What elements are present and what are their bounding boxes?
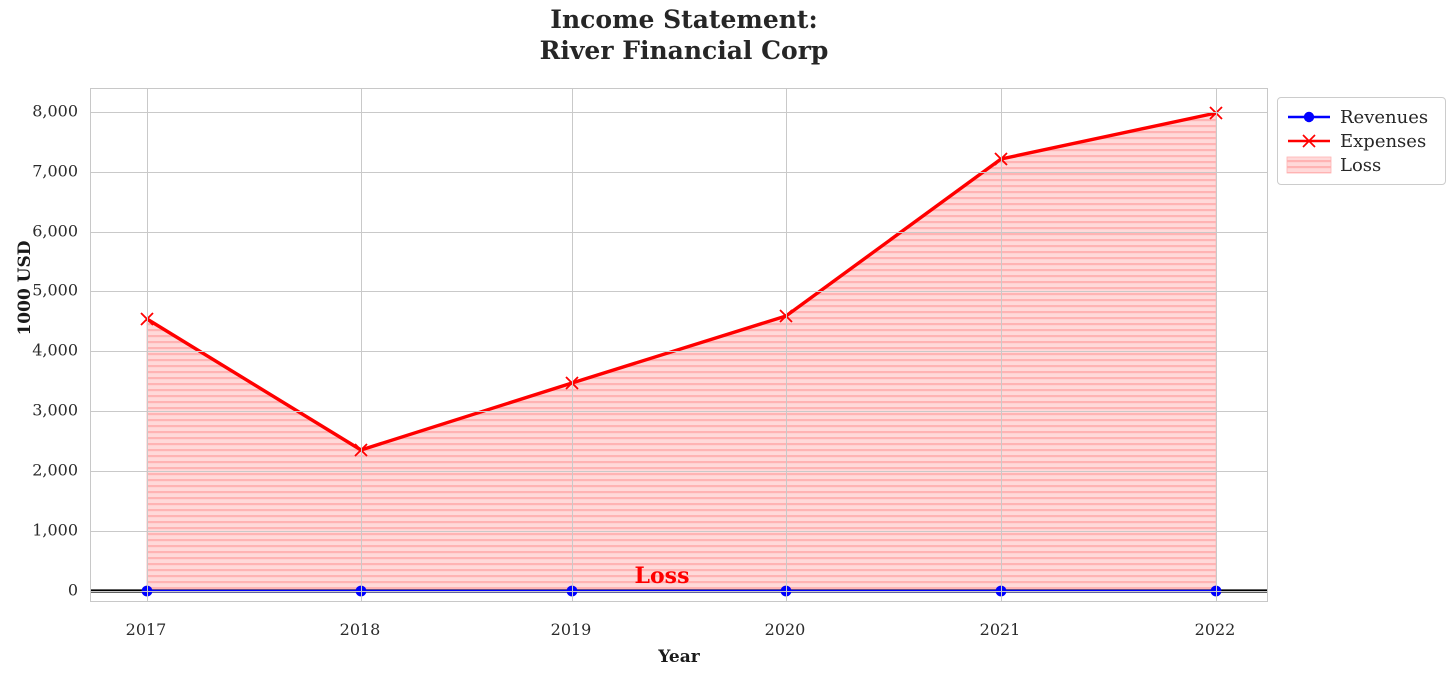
gridline-x-2021 [1001, 89, 1002, 601]
legend-label-loss: Loss [1340, 154, 1382, 176]
series-line-expenses [146, 111, 1217, 452]
y-tick-label-1000: 1,000 [32, 520, 78, 540]
y-tick-label-8000: 8,000 [32, 101, 78, 121]
gridline-y-4000 [91, 351, 1267, 352]
y-tick-label-6000: 6,000 [32, 221, 78, 241]
legend-label-expenses: Expenses [1340, 130, 1427, 152]
chart-title-line-1: Income Statement: [550, 5, 818, 34]
chart-data-layer [91, 106, 1267, 597]
y-axis-label: 1000 USD [15, 240, 35, 336]
y-tick-label-0: 0 [67, 580, 78, 600]
chart-legend: Revenues Expenses Loss [1277, 97, 1446, 185]
loss-fill-area [146, 112, 1217, 592]
gridline-x-2017 [147, 89, 148, 601]
y-tick-label-7000: 7,000 [32, 161, 78, 181]
gridline-y-7000 [91, 172, 1267, 173]
gridline-y-8000 [91, 112, 1267, 113]
loss-annotation-label: Loss [634, 563, 690, 589]
x-axis-label: Year [658, 647, 700, 667]
legend-swatch-revenues-line-marker [1286, 106, 1332, 128]
legend-item-loss: Loss [1286, 153, 1437, 177]
gridline-y-0 [91, 591, 1267, 592]
x-tick-label-2019: 2019 [550, 620, 592, 639]
gridline-y-6000 [91, 232, 1267, 233]
gridline-x-2018 [361, 89, 362, 601]
gridline-x-2019 [572, 89, 573, 601]
x-tick-label-2020: 2020 [764, 620, 806, 639]
legend-swatch-loss-patch [1286, 154, 1332, 176]
chart-title: Income Statement: River Financial Corp [0, 4, 1368, 66]
x-tick-label-2018: 2018 [339, 620, 381, 639]
y-tick-label-3000: 3,000 [32, 400, 78, 420]
gridline-x-2022 [1216, 89, 1217, 601]
x-tick-label-2022: 2022 [1194, 620, 1236, 639]
plot-area: Loss [90, 88, 1268, 602]
legend-label-revenues: Revenues [1340, 106, 1429, 128]
legend-swatch-expenses-line-marker [1286, 130, 1332, 152]
legend-item-expenses: Expenses [1286, 129, 1437, 153]
gridline-y-2000 [91, 471, 1267, 472]
chart-title-line-2: River Financial Corp [539, 36, 829, 65]
x-tick-label-2021: 2021 [979, 620, 1021, 639]
y-tick-label-5000: 5,000 [32, 280, 78, 300]
y-tick-label-4000: 4,000 [32, 340, 78, 360]
legend-item-revenues: Revenues [1286, 105, 1437, 129]
gridline-y-5000 [91, 291, 1267, 292]
gridline-y-3000 [91, 411, 1267, 412]
gridline-x-2020 [786, 89, 787, 601]
gridline-y-1000 [91, 531, 1267, 532]
x-tick-label-2017: 2017 [125, 620, 167, 639]
y-tick-label-2000: 2,000 [32, 460, 78, 480]
